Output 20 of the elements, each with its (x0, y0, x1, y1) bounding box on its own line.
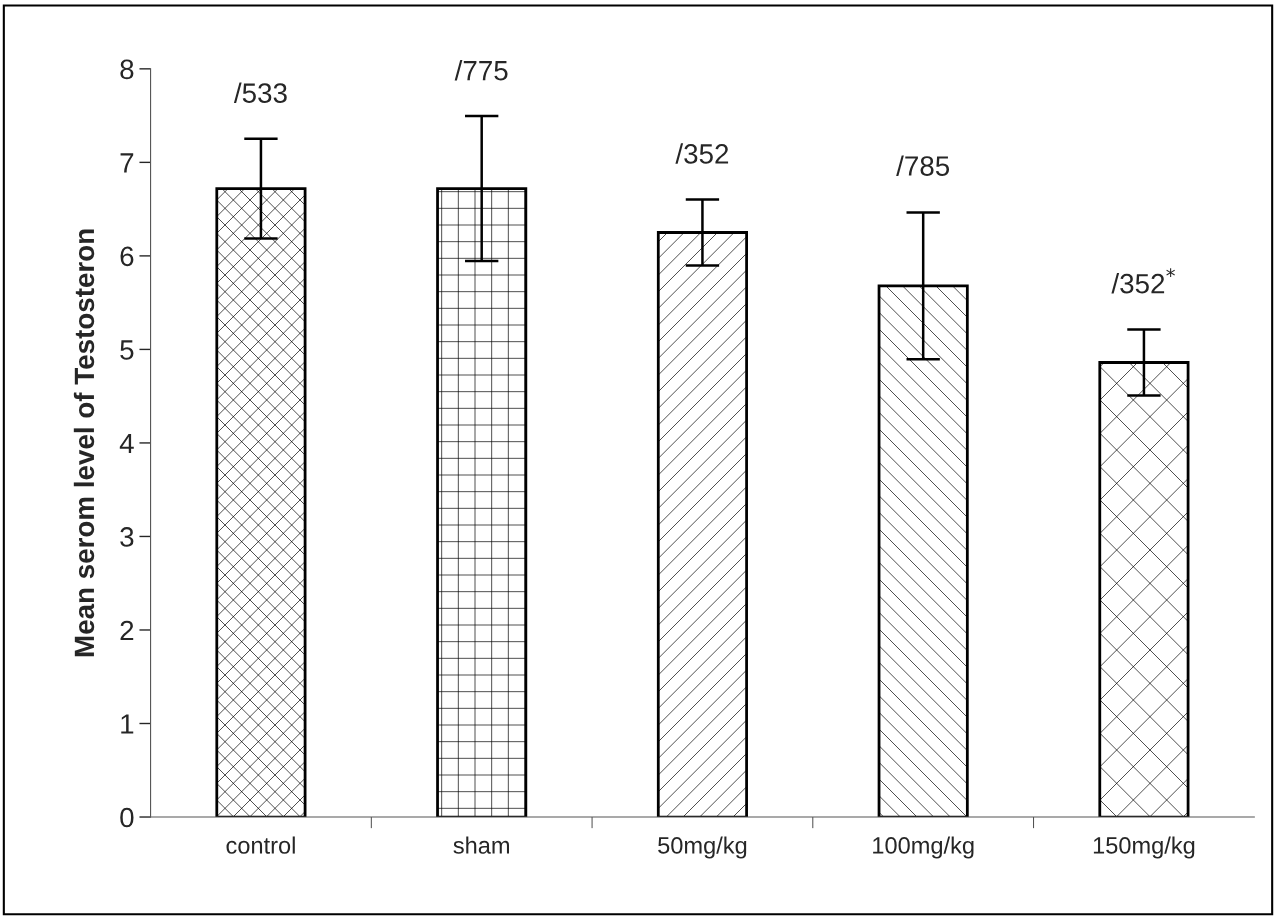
y-tick-label: 8 (120, 59, 134, 80)
y-tick-label: 5 (120, 340, 134, 360)
y-tick-label: 2 (120, 620, 134, 641)
x-tick-label: 50mg/kg (658, 836, 747, 859)
y-axis-title: Mean serom level of Testosteron (73, 229, 95, 657)
annotation: /352 (675, 143, 729, 164)
y-tick-label: 1 (121, 714, 134, 734)
y-tick-label: 7 (120, 153, 134, 173)
annotation: /352$^{*}$ (1111, 268, 1175, 294)
x-tick-label: sham (453, 836, 509, 854)
y-tick-label: 0 (120, 807, 134, 828)
x-tick-label: 100mg/kg (873, 836, 974, 859)
x-tick-label: 150mg/kg (1093, 836, 1195, 859)
x-tick-label: control (226, 836, 295, 854)
y-tick-label: 3 (120, 527, 134, 547)
annotation: /533 (233, 82, 287, 103)
y-tick-label: 4 (119, 433, 134, 453)
annotation: /785 (896, 155, 950, 176)
annotation: /775 (454, 60, 508, 81)
y-tick-label: 6 (120, 246, 134, 267)
